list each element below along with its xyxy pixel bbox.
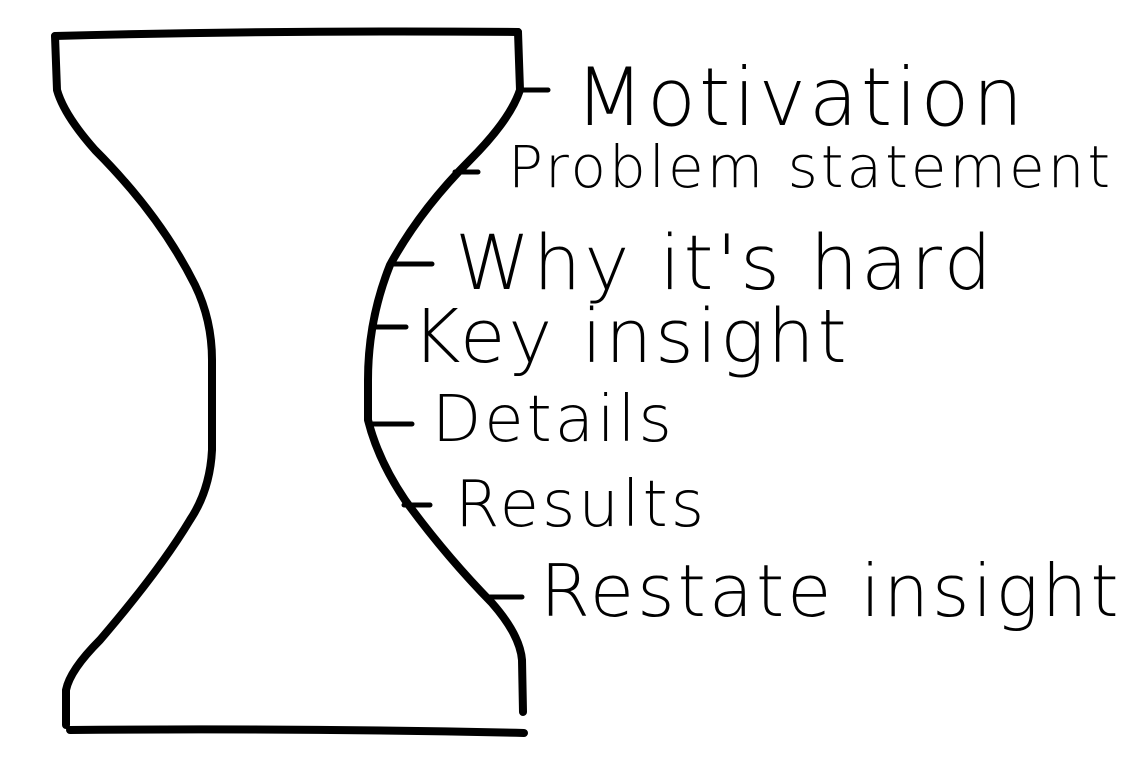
label-motivation: Motivation	[575, 51, 1027, 144]
hourglass-bottom-edge	[66, 725, 528, 737]
label-key-insight: Key insight	[412, 294, 850, 380]
label-problem-statement: Problem statement	[508, 133, 1114, 201]
hourglass-top-edge	[51, 27, 522, 40]
label-results: Results	[455, 468, 708, 542]
label-restate-insight: Restate insight	[540, 549, 1122, 633]
hourglass-left-side	[51, 32, 216, 729]
hourglass-right-side	[364, 28, 527, 716]
label-details: Details	[432, 383, 675, 457]
label-why-its-hard: Why it's hard	[455, 218, 995, 307]
